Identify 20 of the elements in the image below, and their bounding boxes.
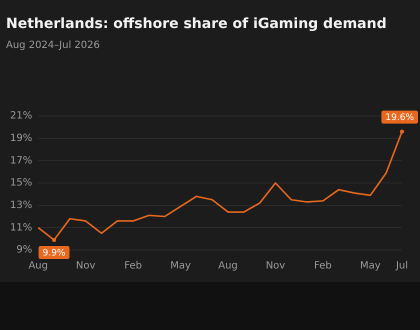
y-tick-label: 21% <box>10 110 32 122</box>
x-tick-label: May <box>170 260 191 272</box>
chart-title: Netherlands: offshore share of iGaming demand <box>6 16 387 32</box>
x-tick-label: May <box>360 260 381 272</box>
y-tick-label: 11% <box>10 222 32 234</box>
chart-subtitle: Aug 2024–Jul 2026 <box>6 40 100 51</box>
x-tick-label: Aug <box>28 260 48 272</box>
x-tick-label: Nov <box>76 260 96 272</box>
x-tick-label: Feb <box>314 260 332 272</box>
x-tick-label: Feb <box>124 260 142 272</box>
data-label: 9.9% <box>42 248 66 258</box>
y-tick-label: 19% <box>10 132 32 144</box>
y-tick-label: 9% <box>16 244 32 256</box>
y-tick-label: 15% <box>10 178 32 189</box>
y-tick-label: 13% <box>10 200 32 211</box>
y-tick-label: 17% <box>10 155 32 166</box>
x-tick-label: Nov <box>266 260 286 272</box>
x-tick-label: Aug <box>218 260 238 272</box>
data-label: 19.6% <box>385 112 414 123</box>
x-tick-label: Jul <box>394 260 408 272</box>
